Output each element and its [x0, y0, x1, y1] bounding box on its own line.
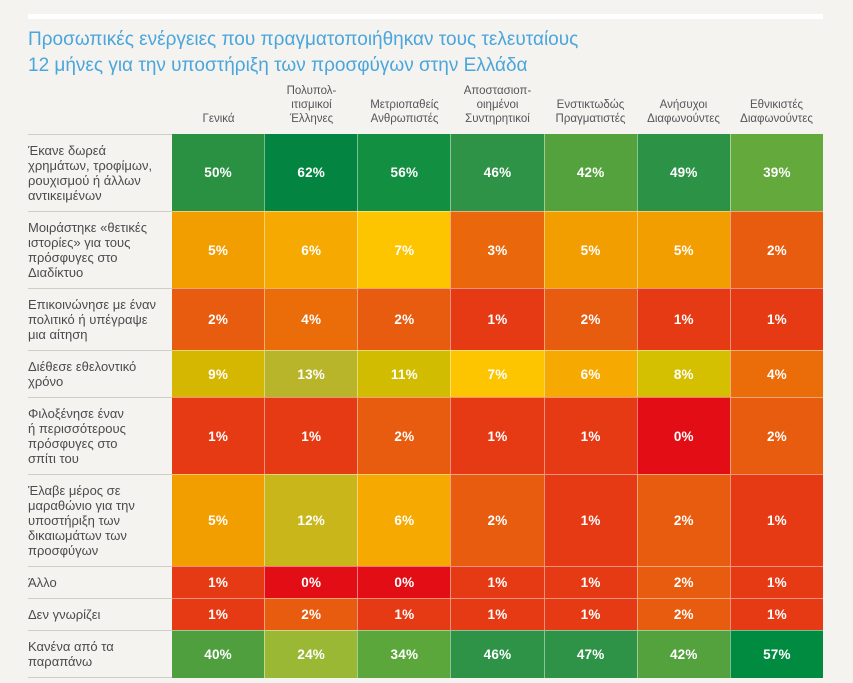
heatmap-cell: 5%	[172, 474, 265, 566]
heatmap-cell: 1%	[543, 397, 637, 474]
heatmap-cell: 1%	[729, 598, 823, 630]
table-row: Κανένα από τα παραπάνω 40% 24% 34% 46% 47% 42…	[28, 630, 823, 678]
column-header: Ενστικτωδώς Πραγματιστές	[555, 99, 626, 125]
table-header-row: Γενικά Πολυπολ- ιτισμικοί Έλληνες Μετριοπα…	[28, 84, 823, 134]
heatmap-cell: 42%	[543, 134, 637, 211]
heatmap-cell: 4%	[729, 350, 823, 397]
heatmap-cell: 4%	[264, 288, 358, 350]
heatmap-cell: 11%	[357, 350, 451, 397]
heatmap-cell: 40%	[172, 630, 265, 678]
heatmap-cell: 1%	[450, 598, 544, 630]
heatmap-cell: 62%	[264, 134, 358, 211]
heatmap-cell: 0%	[264, 566, 358, 598]
heatmap-cell: 1%	[450, 566, 544, 598]
column-header: Ανήσυχοι Διαφωνούντες	[647, 99, 720, 125]
row-label: Επικοινώνησε με έναν πολιτικό ή υπέγραψε…	[28, 288, 172, 350]
row-label: Μοιράστηκε «θετικές ιστορίες» για τους π…	[28, 211, 172, 288]
heatmap-cell: 5%	[543, 211, 637, 288]
heatmap-cell: 1%	[729, 288, 823, 350]
heatmap-cell: 6%	[264, 211, 358, 288]
heatmap-cell: 2%	[450, 474, 544, 566]
heatmap-cell: 42%	[636, 630, 730, 678]
table-row: Διέθεσε εθελοντικό χρόνο 9% 13% 11% 7% 6% 8% 4…	[28, 350, 823, 397]
heatmap-cell: 1%	[172, 566, 265, 598]
column-header: Εθνικιστές Διαφωνούντες	[740, 99, 813, 125]
row-label: Έλαβε μέρος σε μαραθώνιο για την υποστήρ…	[28, 474, 172, 566]
heatmap-cell: 9%	[172, 350, 265, 397]
heatmap-cell: 24%	[264, 630, 358, 678]
heatmap-cell: 2%	[636, 566, 730, 598]
heatmap-cell: 1%	[357, 598, 451, 630]
heatmap-cell: 1%	[264, 397, 358, 474]
heatmap-cell: 12%	[264, 474, 358, 566]
heatmap-cell: 2%	[729, 397, 823, 474]
heatmap-cell: 5%	[172, 211, 265, 288]
row-label: Φιλοξένησε έναν ή περισσότερους πρόσφυγε…	[28, 397, 172, 474]
top-divider	[28, 14, 823, 19]
heatmap-cell: 2%	[543, 288, 637, 350]
row-label: Διέθεσε εθελοντικό χρόνο	[28, 350, 172, 397]
heatmap-cell: 2%	[729, 211, 823, 288]
heatmap-cell: 1%	[450, 397, 544, 474]
heatmap-cell: 6%	[357, 474, 451, 566]
heatmap-cell: 0%	[357, 566, 451, 598]
heatmap-cell: 2%	[264, 598, 358, 630]
heatmap-cell: 7%	[450, 350, 544, 397]
heatmap-cell: 1%	[172, 598, 265, 630]
table-row: Άλλο 1% 0% 0% 1% 1% 2% 1%	[28, 566, 823, 598]
heatmap-cell: 1%	[729, 474, 823, 566]
table-row: Δεν γνωρίζει 1% 2% 1% 1% 1% 2% 1%	[28, 598, 823, 630]
heatmap-cell: 8%	[636, 350, 730, 397]
column-header: Αποστασιοπ- οιημένοι Συντηρητικοί	[463, 85, 532, 125]
heatmap-cell: 57%	[729, 630, 823, 678]
heatmap-cell: 2%	[636, 474, 730, 566]
table-row: Φιλοξένησε έναν ή περισσότερους πρόσφυγε…	[28, 397, 823, 474]
row-label: Άλλο	[28, 566, 172, 598]
heatmap-cell: 3%	[450, 211, 544, 288]
table-row: Έλαβε μέρος σε μαραθώνιο για την υποστήρ…	[28, 474, 823, 566]
heatmap-cell: 1%	[450, 288, 544, 350]
table-row: Μοιράστηκε «θετικές ιστορίες» για τους π…	[28, 211, 823, 288]
heatmap-cell: 5%	[636, 211, 730, 288]
heatmap-cell: 49%	[636, 134, 730, 211]
chart-title: Προσωπικές ενέργειες που πραγματοποιήθηκ…	[28, 29, 579, 76]
row-label: Δεν γνωρίζει	[28, 598, 172, 630]
row-label: Έκανε δωρεά χρημάτων, τροφίμων, ρουχισμο…	[28, 134, 172, 211]
heatmap-cell: 2%	[172, 288, 265, 350]
table-row: Επικοινώνησε με έναν πολιτικό ή υπέγραψε…	[28, 288, 823, 350]
heatmap-cell: 2%	[357, 397, 451, 474]
column-header: Πολυπολ- ιτισμικοί Έλληνες	[286, 85, 337, 125]
column-header: Γενικά	[202, 113, 235, 125]
heatmap-cell: 34%	[357, 630, 451, 678]
heatmap-cell: 2%	[636, 598, 730, 630]
row-label: Κανένα από τα παραπάνω	[28, 630, 172, 678]
heatmap-cell: 1%	[543, 566, 637, 598]
heatmap-cell: 6%	[543, 350, 637, 397]
heatmap-cell: 56%	[357, 134, 451, 211]
heatmap-cell: 0%	[636, 397, 730, 474]
heatmap-cell: 47%	[543, 630, 637, 678]
heatmap-cell: 46%	[450, 134, 544, 211]
heatmap-cell: 50%	[172, 134, 265, 211]
heatmap-cell: 1%	[729, 566, 823, 598]
heatmap-cell: 1%	[636, 288, 730, 350]
heatmap-cell: 1%	[543, 598, 637, 630]
heatmap-cell: 1%	[543, 474, 637, 566]
heatmap-cell: 13%	[264, 350, 358, 397]
heatmap-table: Γενικά Πολυπολ- ιτισμικοί Έλληνες Μετριοπα…	[28, 84, 823, 678]
heatmap-cell: 1%	[172, 397, 265, 474]
heatmap-cell: 46%	[450, 630, 544, 678]
heatmap-cell: 2%	[357, 288, 451, 350]
column-header: Μετριοπαθείς Ανθρωπιστές	[370, 99, 439, 125]
heatmap-cell: 7%	[357, 211, 451, 288]
heatmap-cell: 39%	[729, 134, 823, 211]
table-row: Έκανε δωρεά χρημάτων, τροφίμων, ρουχισμο…	[28, 134, 823, 211]
